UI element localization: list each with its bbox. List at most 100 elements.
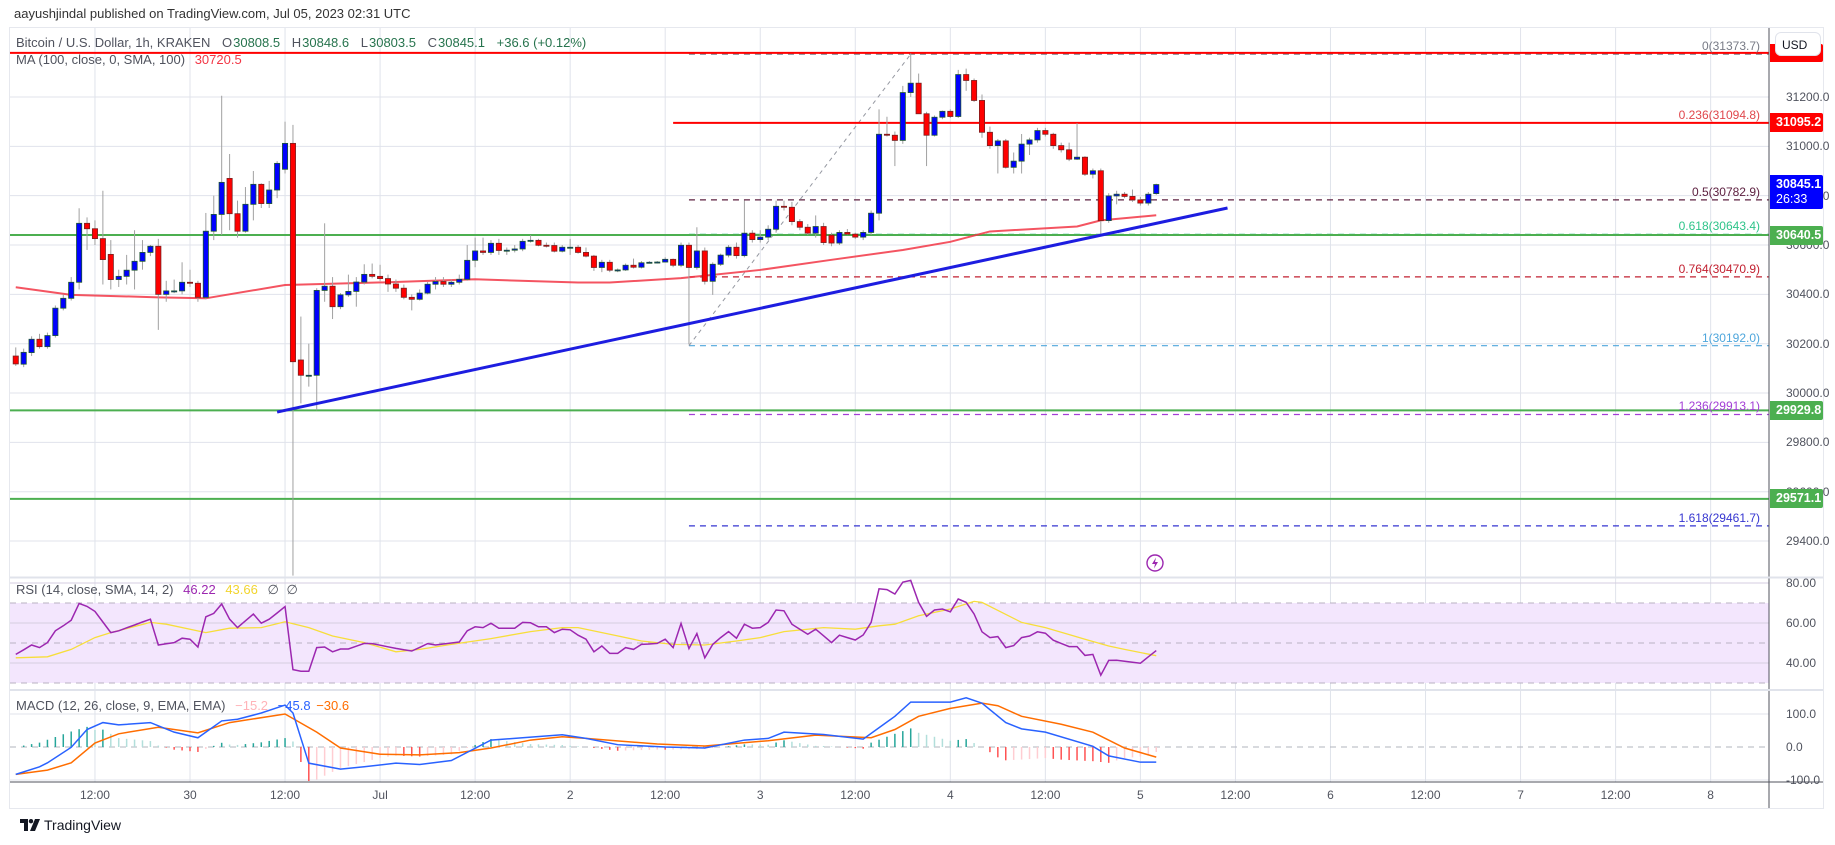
candle-down[interactable] [377, 275, 384, 279]
candle-up[interactable] [313, 290, 320, 376]
candle-up[interactable] [725, 246, 732, 256]
candle-down[interactable] [107, 253, 114, 280]
symbol-legend[interactable]: Bitcoin / U.S. Dollar, 1h, KRAKEN O30808… [16, 35, 586, 50]
candle-up[interactable] [1105, 195, 1112, 221]
candle-up[interactable] [567, 246, 574, 249]
candle-up[interactable] [638, 262, 645, 268]
candle-up[interactable] [361, 273, 368, 283]
candle-up[interactable] [654, 261, 661, 264]
candle-up[interactable] [76, 222, 83, 283]
candle-down[interactable] [12, 355, 19, 365]
candle-down[interactable] [1121, 193, 1128, 197]
candle-up[interactable] [218, 181, 225, 215]
price-pane[interactable] [10, 51, 1769, 576]
candle-down[interactable] [1050, 133, 1057, 146]
candle-down[interactable] [963, 74, 970, 81]
candle-up[interactable] [147, 245, 154, 253]
candle-up[interactable] [266, 189, 273, 204]
candle-down[interactable] [440, 281, 447, 285]
candle-down[interactable] [606, 261, 613, 271]
candle-up[interactable] [598, 261, 605, 268]
candle-down[interactable] [796, 221, 803, 228]
candle-up[interactable] [282, 142, 289, 170]
candle-up[interactable] [353, 281, 360, 292]
candle-down[interactable] [979, 100, 986, 133]
candle-down[interactable] [1097, 170, 1104, 221]
candle-up[interactable] [955, 74, 962, 117]
candle-down[interactable] [84, 222, 91, 230]
candle-up[interactable] [202, 230, 209, 298]
support-trendline[interactable] [276, 206, 1228, 414]
candle-down[interactable] [551, 245, 558, 252]
candle-down[interactable] [701, 250, 708, 282]
candle-down[interactable] [915, 82, 922, 115]
candle-down[interactable] [258, 183, 265, 204]
candle-down[interactable] [1002, 140, 1009, 168]
candle-up[interactable] [1034, 130, 1041, 141]
candle-down[interactable] [1058, 145, 1065, 151]
candle-up[interactable] [876, 133, 883, 214]
candle-down[interactable] [384, 278, 391, 285]
candle-up[interactable] [717, 254, 724, 265]
candle-down[interactable] [883, 133, 890, 136]
candle-down[interactable] [1129, 196, 1136, 201]
candle-down[interactable] [99, 238, 106, 260]
candle-down[interactable] [1081, 156, 1088, 175]
candle-up[interactable] [487, 242, 494, 253]
candle-down[interactable] [685, 244, 692, 268]
candle-up[interactable] [456, 278, 463, 283]
candle-up[interactable] [448, 281, 455, 285]
candle-down[interactable] [329, 285, 336, 308]
candle-down[interactable] [1066, 149, 1073, 160]
candle-down[interactable] [543, 244, 550, 247]
candle-up[interactable] [614, 269, 621, 272]
candle-up[interactable] [622, 264, 629, 271]
candle-down[interactable] [495, 242, 502, 251]
candle-down[interactable] [194, 282, 201, 298]
candle-up[interactable] [741, 232, 748, 257]
candle-down[interactable] [1042, 130, 1049, 135]
candle-up[interactable] [60, 297, 67, 309]
candle-down[interactable] [186, 281, 193, 284]
candle-up[interactable] [424, 283, 431, 294]
candle-up[interactable] [527, 239, 534, 242]
candle-up[interactable] [773, 205, 780, 230]
candle-up[interactable] [939, 110, 946, 118]
candle-up[interactable] [765, 228, 772, 238]
candle-up[interactable] [519, 240, 526, 250]
candle-down[interactable] [891, 134, 898, 141]
candle-up[interactable] [68, 281, 75, 299]
candle-down[interactable] [369, 273, 376, 277]
candle-up[interactable] [860, 232, 867, 238]
candle-up[interactable] [28, 338, 35, 353]
candle-down[interactable] [781, 205, 788, 208]
candle-down[interactable] [480, 250, 487, 253]
candle-down[interactable] [575, 246, 582, 253]
candle-up[interactable] [662, 258, 669, 263]
candle-up[interactable] [907, 82, 914, 93]
candle-up[interactable] [242, 203, 249, 232]
candle-up[interactable] [812, 226, 819, 234]
candle-up[interactable] [1074, 156, 1081, 160]
candle-up[interactable] [123, 269, 130, 277]
ideas-flash-icon[interactable] [1146, 554, 1164, 572]
currency-button[interactable]: USD [1775, 32, 1821, 56]
candle-down[interactable] [947, 110, 954, 117]
candle-up[interactable] [131, 260, 138, 271]
tradingview-branding[interactable]: TradingView [20, 817, 121, 833]
candle-up[interactable] [559, 246, 566, 252]
candle-down[interactable] [733, 246, 740, 257]
candle-up[interactable] [20, 351, 27, 365]
candle-up[interactable] [899, 92, 906, 141]
candle-down[interactable] [852, 233, 859, 238]
candle-up[interactable] [836, 232, 843, 244]
candle-up[interactable] [709, 263, 716, 282]
candle-down[interactable] [844, 232, 851, 235]
candle-down[interactable] [289, 142, 296, 363]
macd-pane[interactable] [10, 697, 1769, 783]
candle-up[interactable] [994, 140, 1001, 146]
macd-legend[interactable]: MACD (12, 26, close, 9, EMA, EMA) −15.2 … [16, 698, 349, 713]
candle-down[interactable] [630, 264, 637, 268]
candle-up[interactable] [678, 244, 685, 266]
